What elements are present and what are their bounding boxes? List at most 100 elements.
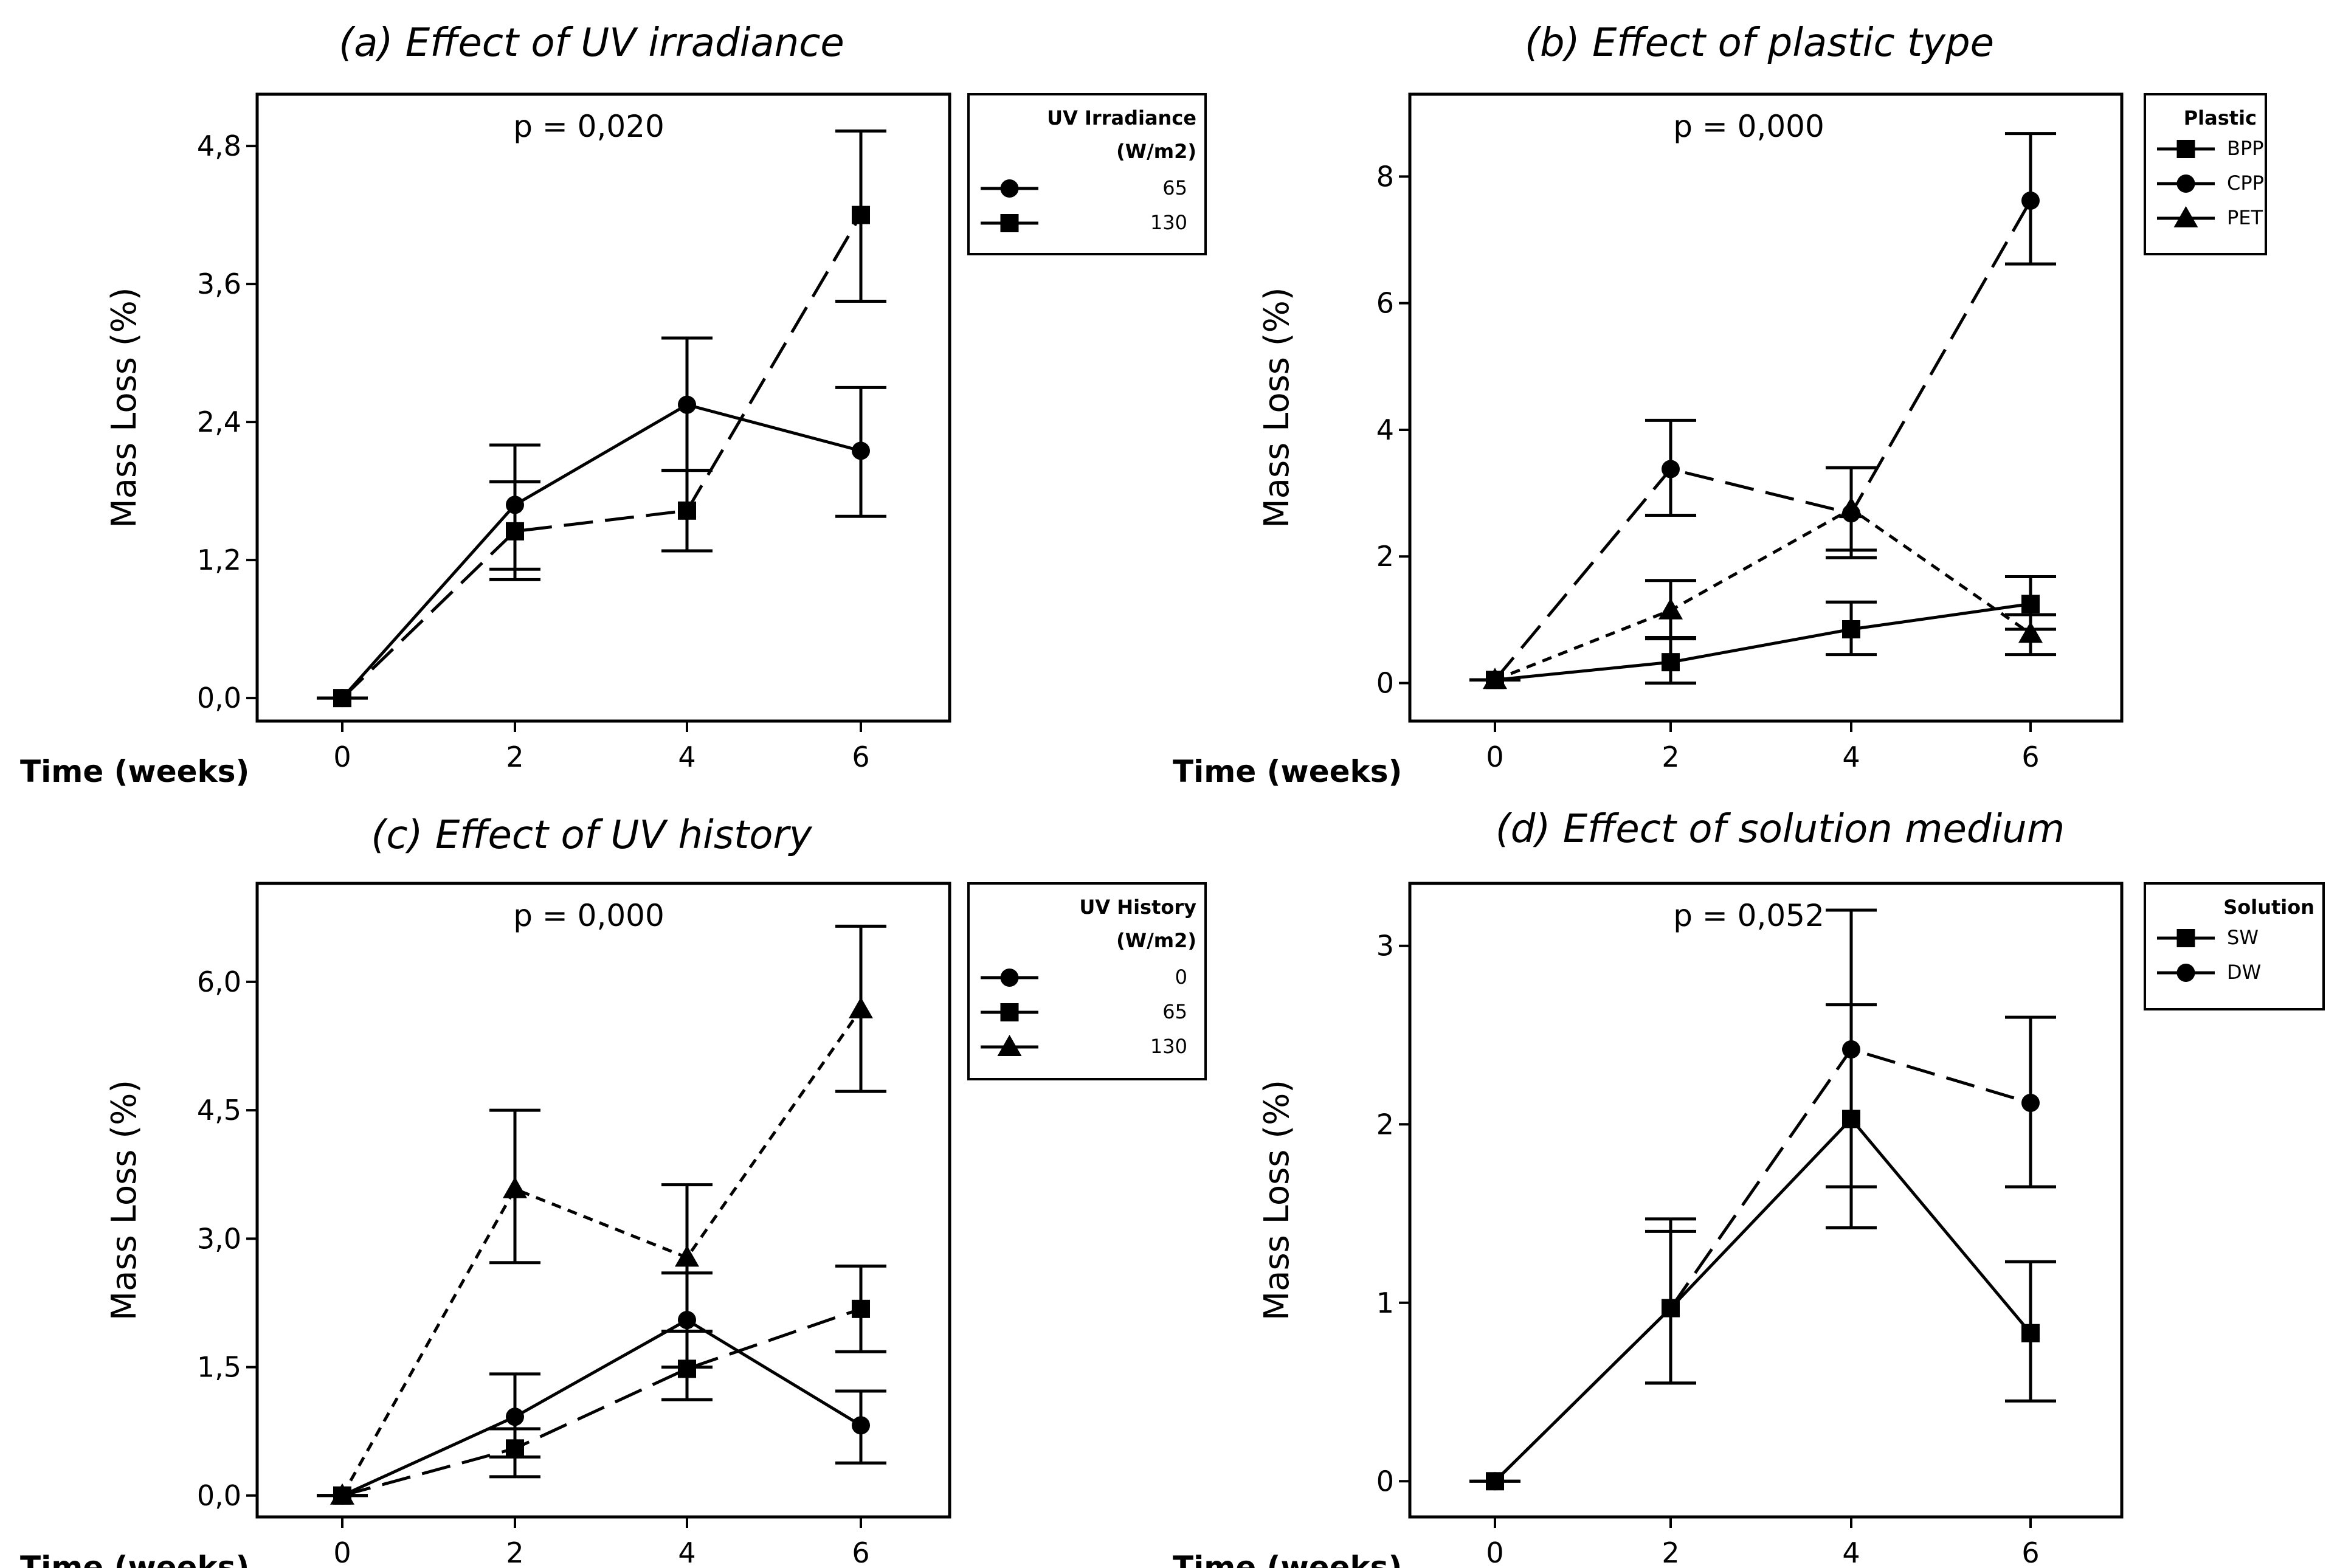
legend-box	[2144, 882, 2325, 1010]
data-point	[1658, 598, 1683, 620]
x-axis-label: Time (weeks)	[1173, 1550, 1402, 1568]
legend: UV History (W/m2) 0 65 130	[967, 882, 1207, 1080]
plot-frame	[255, 882, 951, 1519]
x-tick-label: 4	[1842, 741, 1860, 773]
legend-entry: 65	[1162, 1000, 1187, 1023]
data-point	[1839, 497, 1863, 519]
data-point	[333, 689, 351, 708]
series-BPP	[1469, 575, 2056, 689]
legend-swatch-marker	[2173, 206, 2198, 227]
legend-subtitle: (W/m2)	[1116, 929, 1196, 952]
data-point	[506, 1439, 524, 1458]
p-value-annotation: p = 0,000	[513, 898, 664, 933]
data-point	[2021, 191, 2040, 210]
legend-title: UV Irradiance	[1047, 106, 1196, 130]
y-tick-label: 4	[1376, 413, 1394, 446]
chart-panel-2: (c) Effect of UV history p = 0,000 0,0 1,5 3…	[20, 813, 1207, 1568]
series-line	[341, 403, 861, 699]
x-tick-label: 6	[2021, 741, 2039, 773]
y-tick-label: 3,6	[197, 268, 241, 300]
y-axis-label: Mass Loss (%)	[1257, 1080, 1297, 1321]
plot-frame	[1408, 92, 2124, 723]
y-tick-label: 0	[1376, 667, 1394, 700]
data-point	[2018, 621, 2043, 643]
x-tick-label: 6	[852, 741, 869, 773]
legend-swatch-marker	[1000, 1003, 1019, 1021]
data-point	[1483, 668, 1507, 689]
legend-swatch-marker	[2176, 140, 2195, 158]
y-tick-label: 0,0	[197, 1479, 241, 1512]
data-point	[1662, 653, 1680, 672]
chart-title: (d) Effect of solution medium	[1496, 807, 2065, 852]
y-tick-label: 3,0	[197, 1222, 241, 1255]
x-axis-label: Time (weeks)	[1173, 754, 1402, 789]
series-65	[317, 336, 886, 708]
data-point	[2021, 595, 2040, 613]
series-line	[1494, 199, 2032, 681]
y-tick-label: 2	[1376, 1108, 1394, 1141]
series-130	[317, 130, 886, 708]
x-tick-label: 0	[1486, 741, 1503, 773]
y-tick-label: 6	[1376, 287, 1394, 320]
x-tick-label: 2	[1662, 741, 1679, 773]
legend-swatch-marker	[1000, 214, 1019, 232]
series-line	[341, 214, 863, 699]
data-point	[678, 395, 696, 414]
data-point	[2021, 1324, 2040, 1342]
legend-entry: DW	[2227, 961, 2261, 984]
data-point	[1842, 620, 1860, 638]
y-tick-label: 8	[1376, 160, 1394, 193]
legend-entry: 130	[1150, 1035, 1187, 1058]
x-tick-label: 4	[678, 741, 695, 773]
y-tick-label: 2,4	[197, 406, 241, 438]
series-line	[1494, 507, 2032, 682]
y-tick-label: 3	[1376, 930, 1394, 962]
series-line	[1494, 1116, 2032, 1483]
p-value-annotation: p = 0,020	[513, 109, 664, 144]
x-tick-label: 0	[1486, 1536, 1503, 1568]
legend-swatch-marker	[2176, 174, 2195, 193]
x-axis-label: Time (weeks)	[20, 1550, 249, 1568]
y-tick-label: 1,5	[197, 1351, 241, 1384]
data-point	[503, 1176, 527, 1198]
series-130	[317, 924, 886, 1505]
x-tick-label: 2	[506, 741, 523, 773]
x-tick-label: 0	[333, 741, 351, 773]
y-axis-label: Mass Loss (%)	[105, 287, 144, 528]
legend-swatch-marker	[2176, 929, 2195, 947]
chart-title: (a) Effect of UV irradiance	[339, 21, 844, 66]
plot-frame	[1408, 882, 2124, 1519]
legend-swatch-marker	[2176, 964, 2195, 982]
series-line	[341, 1318, 862, 1497]
data-point	[506, 1407, 524, 1426]
y-axis-label: Mass Loss (%)	[1257, 287, 1297, 528]
y-tick-label: 6,0	[197, 965, 241, 998]
legend-entry: 65	[1162, 176, 1187, 199]
legend-entry: SW	[2227, 926, 2259, 949]
data-point	[1662, 1299, 1680, 1318]
y-tick-label: 4,8	[197, 130, 241, 162]
legend: Plastic BPP CPP PET	[2144, 93, 2267, 255]
p-value-annotation: p = 0,052	[1673, 898, 1824, 933]
y-axis-label: Mass Loss (%)	[105, 1080, 144, 1321]
legend-swatch-marker	[997, 1035, 1022, 1056]
series-PET	[1469, 466, 2056, 689]
series-line	[1494, 1048, 2031, 1483]
data-point	[852, 1299, 870, 1318]
x-tick-label: 6	[852, 1536, 869, 1568]
data-point	[675, 1245, 699, 1267]
series-line	[340, 1008, 863, 1497]
data-point	[1662, 460, 1680, 478]
series-line	[1494, 602, 2031, 682]
chart-panel-3: (d) Effect of solution medium p = 0,052 0 1…	[1173, 807, 2325, 1568]
data-point	[330, 1483, 354, 1505]
plot-frame	[255, 92, 951, 723]
legend-title: UV History	[1079, 896, 1196, 919]
x-tick-label: 2	[1662, 1536, 1679, 1568]
x-tick-label: 0	[333, 1536, 351, 1568]
data-point	[852, 441, 870, 460]
legend-entry: CPP	[2227, 171, 2264, 195]
y-tick-label: 0	[1376, 1465, 1394, 1497]
series-SW	[1469, 1003, 2056, 1491]
x-tick-label: 6	[2021, 1536, 2039, 1568]
